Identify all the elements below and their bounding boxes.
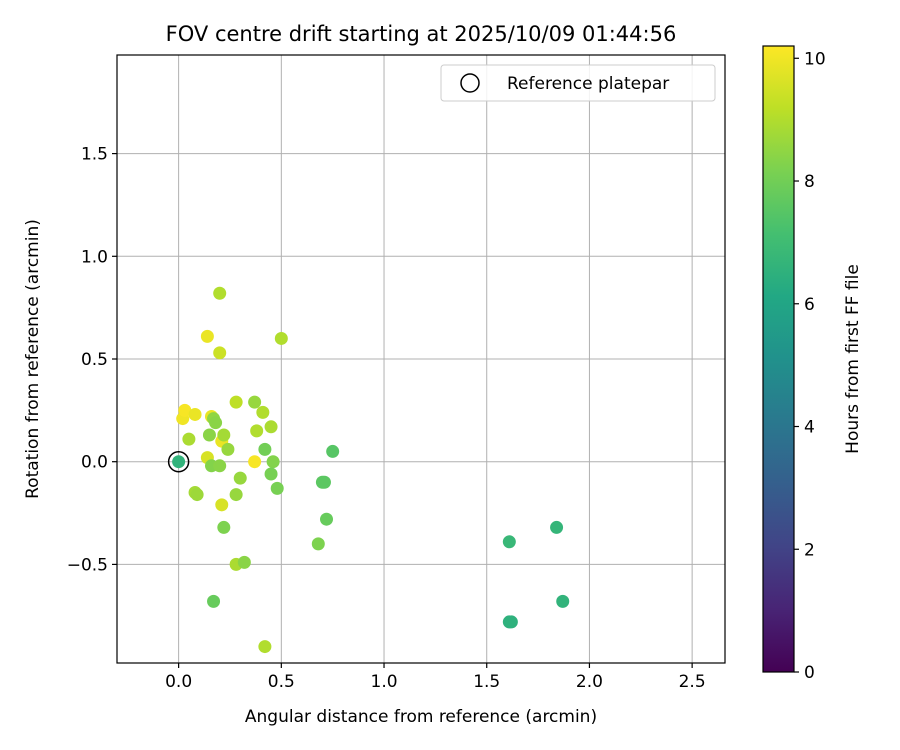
scatter-point: [217, 520, 231, 534]
x-tick-label: 0.0: [165, 672, 192, 692]
scatter-point: [502, 535, 516, 549]
colorbar-tick-label: 10: [804, 49, 826, 69]
scatter-point: [229, 488, 243, 502]
scatter-point: [248, 395, 262, 409]
x-tick-label: 1.0: [371, 672, 398, 692]
y-axis-ticks: −0.5 0.0 0.5 1.0 1.5: [67, 145, 117, 575]
scatter-point: [172, 455, 186, 469]
scatter-point: [258, 442, 272, 456]
legend-label-reference: Reference platepar: [507, 74, 669, 94]
x-axis-ticks: 0.0 0.5 1.0 1.5 2.0 2.5: [165, 663, 706, 692]
grid: [117, 55, 725, 663]
colorbar-tick-label: 8: [804, 172, 815, 192]
scatter-point: [266, 455, 280, 469]
x-tick-label: 2.0: [576, 672, 603, 692]
scatter-point: [270, 481, 284, 495]
y-axis-label: Rotation from reference (arcmin): [23, 219, 43, 499]
scatter-points: [172, 286, 570, 654]
scatter-point: [213, 459, 227, 473]
colorbar-label: Hours from first FF file: [843, 264, 863, 454]
scatter-point: [311, 537, 325, 551]
colorbar-ticks: 0 2 4 6 8 10: [794, 49, 826, 683]
legend: Reference platepar: [440, 64, 716, 102]
x-tick-label: 2.5: [679, 672, 706, 692]
scatter-point: [213, 346, 227, 360]
y-tick-label: 0.0: [81, 453, 108, 473]
scatter-point: [320, 512, 334, 526]
scatter-point: [256, 405, 270, 419]
scatter-point: [248, 455, 262, 469]
y-tick-label: 1.5: [81, 145, 108, 165]
scatter-point: [202, 428, 216, 442]
scatter-point: [178, 403, 192, 417]
scatter-point: [217, 428, 231, 442]
y-tick-label: 1.0: [81, 247, 108, 267]
x-axis-label: Angular distance from reference (arcmin): [245, 707, 597, 727]
scatter-point: [188, 407, 202, 421]
scatter-point: [556, 594, 570, 608]
scatter-point: [264, 467, 278, 481]
legend-reference-marker: [460, 73, 480, 93]
scatter-point: [326, 444, 340, 458]
scatter-point: [182, 432, 196, 446]
scatter-point: [221, 442, 235, 456]
scatter-point: [504, 615, 518, 629]
scatter-point: [213, 286, 227, 300]
scatter-point: [209, 416, 223, 430]
reference-marker: [167, 450, 190, 473]
scatter-point: [550, 520, 564, 534]
scatter-point: [233, 471, 247, 485]
scatter-point: [215, 498, 229, 512]
scatter-point: [229, 395, 243, 409]
x-tick-label: 0.5: [268, 672, 295, 692]
scatter-point: [317, 475, 331, 489]
scatter-point: [250, 424, 264, 438]
scatter-point: [200, 329, 214, 343]
colorbar-tick-label: 2: [804, 540, 815, 560]
scatter-point: [237, 555, 251, 569]
scatter-point: [258, 640, 272, 654]
legend-box: [440, 64, 716, 102]
scatter-point: [264, 420, 278, 434]
x-tick-label: 1.5: [473, 672, 500, 692]
scatter-point: [207, 594, 221, 608]
colorbar-tick-label: 0: [804, 663, 815, 683]
colorbar-gradient: [762, 45, 795, 673]
colorbar-tick-label: 6: [804, 295, 815, 315]
colorbar: 0 2 4 6 8 10 Hours from first FF file: [762, 45, 863, 683]
chart-title: FOV centre drift starting at 2025/10/09 …: [166, 22, 677, 46]
y-tick-label: 0.5: [81, 350, 108, 370]
colorbar-tick-label: 4: [804, 418, 815, 438]
reference-platepar-marker: [167, 450, 190, 473]
y-tick-label: −0.5: [67, 555, 108, 575]
scatter-point: [274, 331, 288, 345]
scatter-point: [190, 488, 204, 502]
